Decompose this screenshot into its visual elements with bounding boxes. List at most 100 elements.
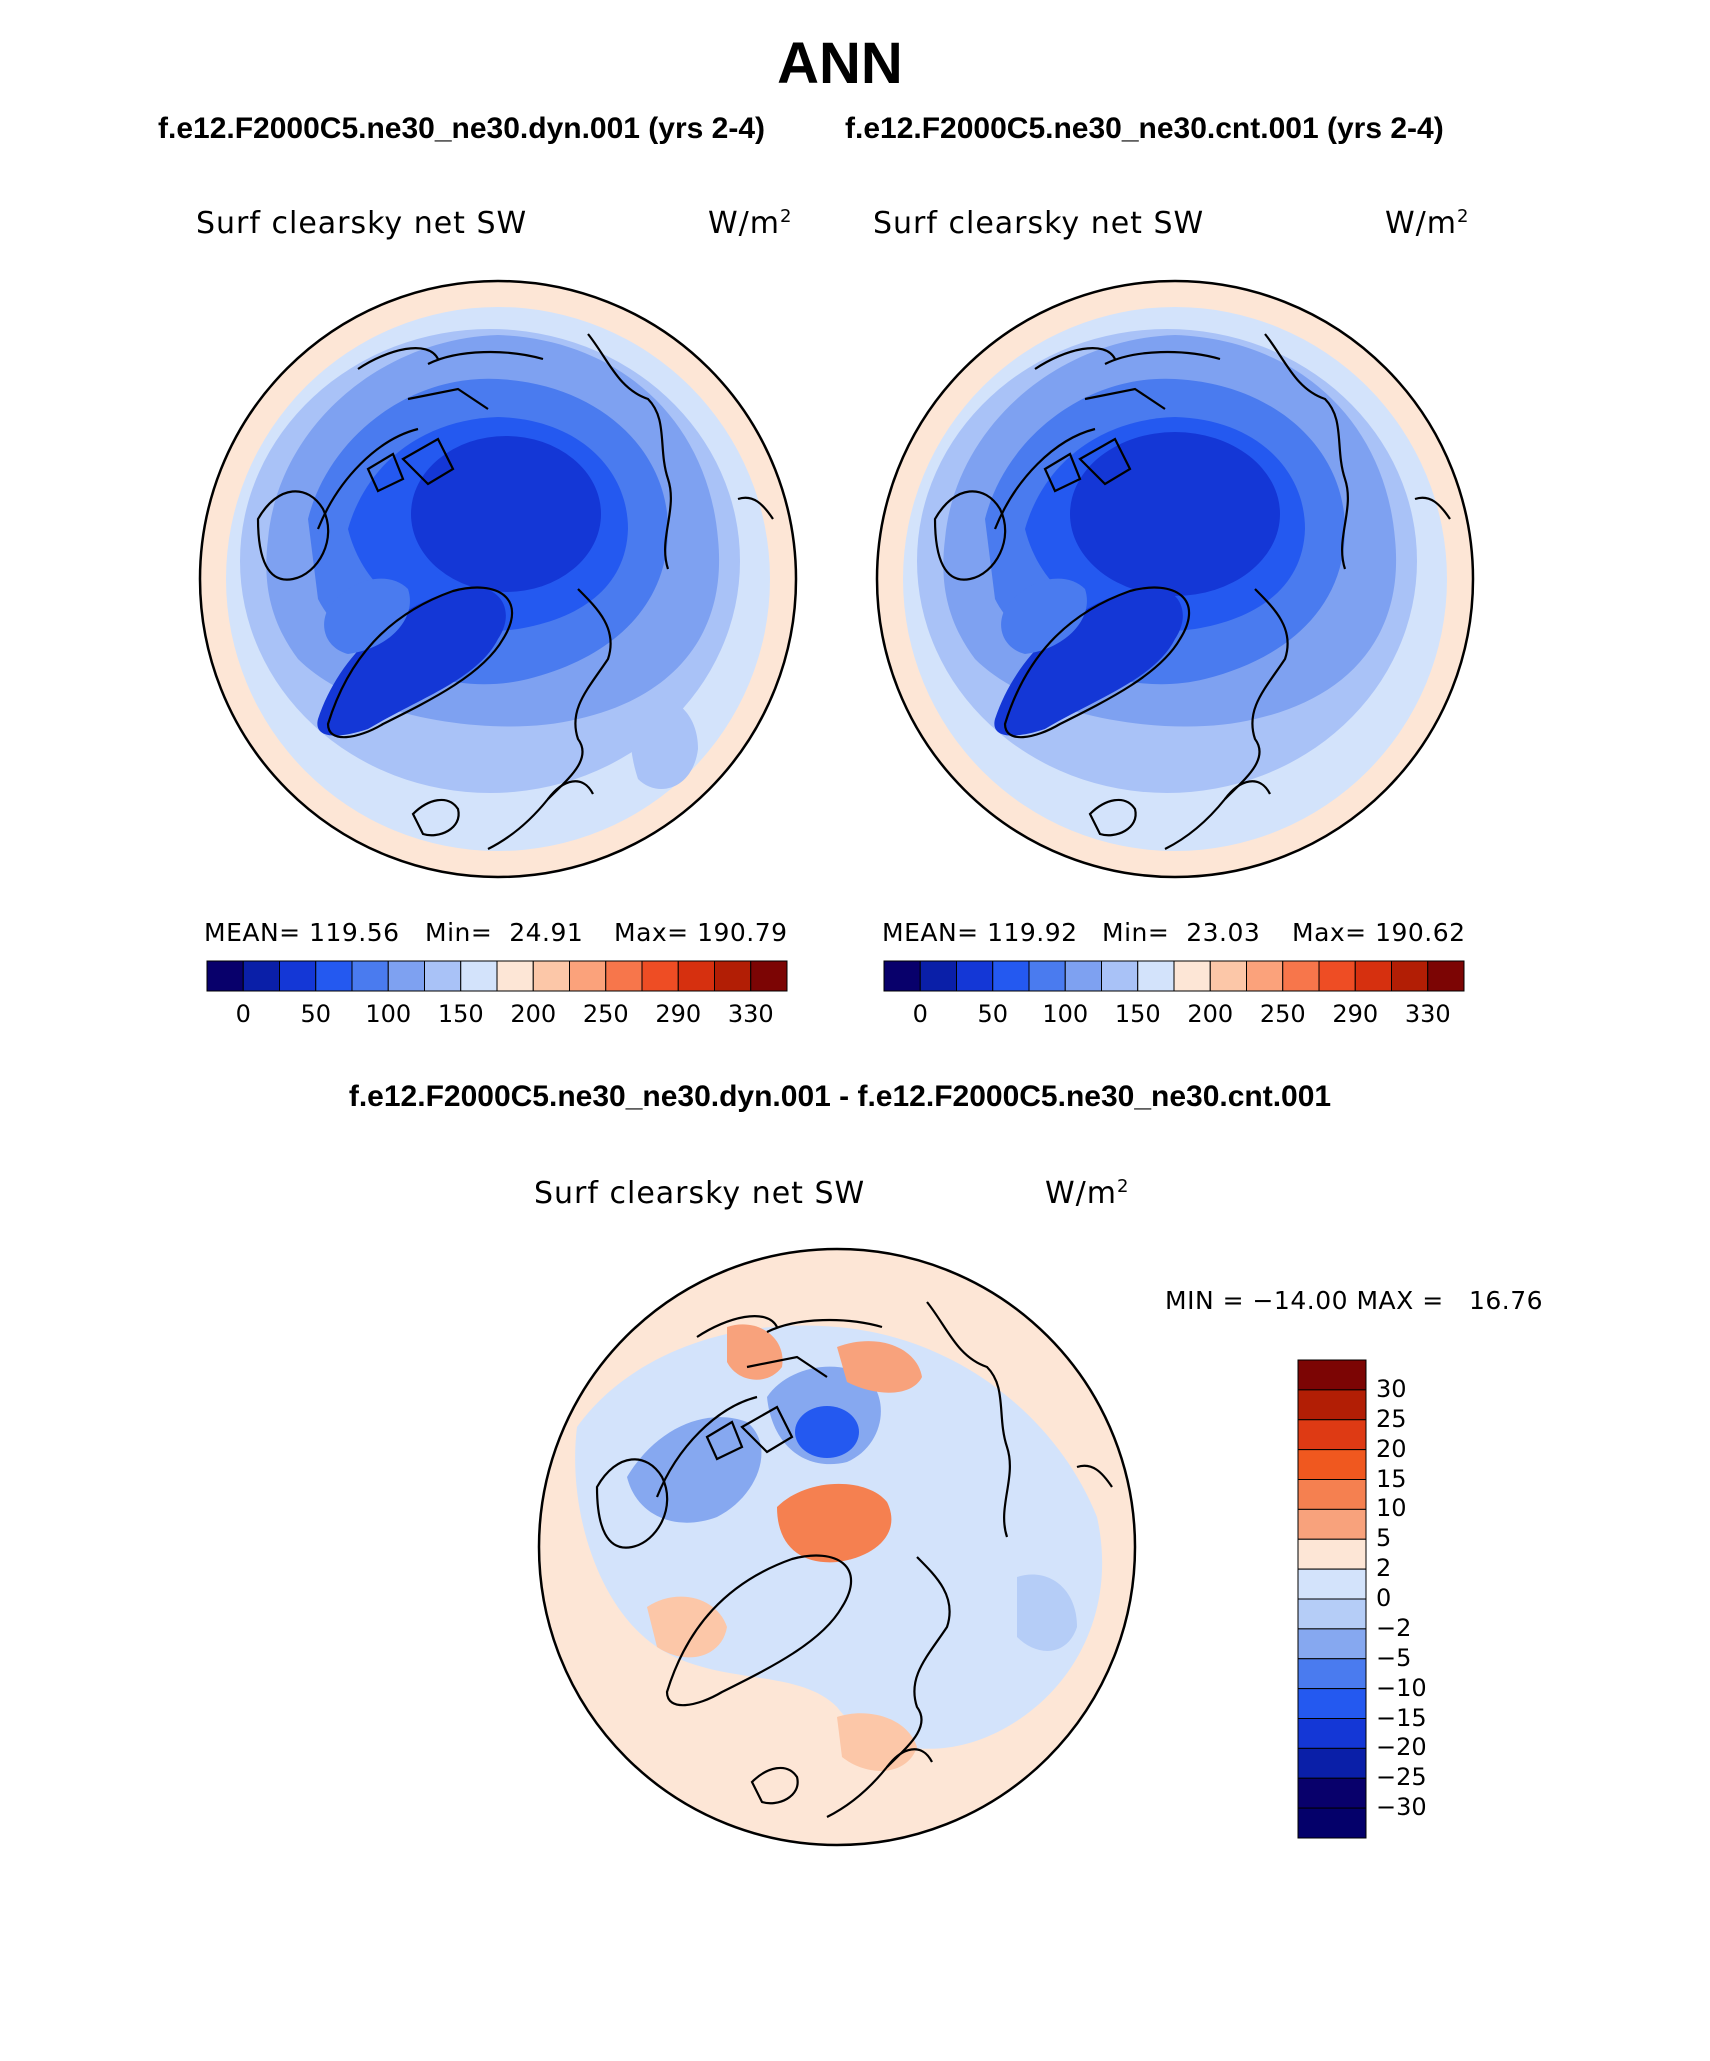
- colorbar-swatch: [1246, 960, 1284, 992]
- colorbar-swatch: [1101, 960, 1139, 992]
- colorbar-tick-label: 330: [727, 1000, 774, 1028]
- map-b-coastlines: [933, 333, 1451, 850]
- colorbar-swatch: [387, 960, 425, 992]
- colorbar-swatch: [1297, 1718, 1367, 1749]
- colorbar-swatch: [1297, 1508, 1367, 1540]
- colorbar-tick-label: 150: [437, 1000, 484, 1028]
- figure-title: ANN: [777, 31, 903, 96]
- colorbar-tick-label: 0: [235, 1000, 251, 1028]
- colorbar-swatch: [1137, 960, 1175, 992]
- colorbar-tick-label: 20: [1376, 1434, 1407, 1463]
- colorbar-swatch: [1297, 1479, 1367, 1510]
- colorbar-swatch: [1064, 960, 1102, 992]
- map-panel-difference: [537, 1247, 1137, 1847]
- colorbar-swatch: [1354, 960, 1392, 992]
- colorbar-tick-label: 10: [1376, 1494, 1407, 1523]
- colorbar-swatch: [1209, 960, 1247, 992]
- colorbar-swatch: [714, 960, 752, 992]
- colorbar-tick-label: −10: [1376, 1673, 1427, 1702]
- colorbar-tick-label: 2: [1376, 1554, 1392, 1583]
- colorbar-tick-label: 250: [582, 1000, 629, 1028]
- colorbar-tick-label: 50: [977, 1000, 1009, 1028]
- colorbar-tick-label: 100: [365, 1000, 412, 1028]
- colorbar-swatch: [1282, 960, 1320, 992]
- map-diff-field: [539, 1249, 1135, 1845]
- panel-diff-variable: Surf clearsky net SW: [534, 1176, 866, 1211]
- colorbar-swatch: [1318, 960, 1356, 992]
- colorbar-swatch: [315, 960, 353, 992]
- colorbar-swatch: [1028, 960, 1066, 992]
- colorbar-tick-label: 290: [1332, 1000, 1379, 1028]
- colorbar-panel-b: [883, 960, 1465, 992]
- colorbar-swatch: [532, 960, 570, 992]
- panel-b-max: Max= 190.62: [1292, 918, 1466, 947]
- colorbar-tick-label: 30: [1376, 1374, 1407, 1403]
- colorbar-swatch: [496, 960, 534, 992]
- colorbar-tick-label: 330: [1404, 1000, 1451, 1028]
- colorbar-swatch: [641, 960, 679, 992]
- colorbar-tick-label: −5: [1376, 1643, 1412, 1672]
- colorbar-swatch: [206, 960, 244, 992]
- colorbar-swatch: [919, 960, 957, 992]
- colorbar-tick-label: −15: [1376, 1703, 1427, 1732]
- panel-a-mean: MEAN= 119.56: [204, 918, 400, 947]
- colorbar-swatch: [1391, 960, 1429, 992]
- colorbar-swatch: [1297, 1777, 1367, 1809]
- colorbar-swatch: [1297, 1419, 1367, 1451]
- panel-b-units: W/m2: [1385, 206, 1470, 241]
- colorbar-tick-label: −25: [1376, 1763, 1427, 1792]
- colorbar-swatch: [1297, 1359, 1367, 1391]
- colorbar-swatch: [351, 960, 389, 992]
- colorbar-swatch: [1297, 1568, 1367, 1600]
- colorbar-tick-label: 5: [1376, 1524, 1392, 1553]
- panel-a-variable: Surf clearsky net SW: [196, 206, 528, 241]
- colorbar-swatch: [956, 960, 994, 992]
- colorbar-tick-label: 150: [1114, 1000, 1161, 1028]
- colorbar-swatch: [1297, 1389, 1367, 1421]
- colorbar-swatch: [1297, 1538, 1367, 1570]
- colorbar-swatch: [242, 960, 280, 992]
- colorbar-swatch: [1427, 960, 1465, 992]
- colorbar-tick-label: −20: [1376, 1733, 1427, 1762]
- colorbar-swatch: [883, 960, 921, 992]
- colorbar-tick-label: 25: [1376, 1404, 1407, 1433]
- colorbar-panel-a: [206, 960, 788, 992]
- colorbar-tick-label: 200: [1187, 1000, 1234, 1028]
- colorbar-swatch: [1297, 1658, 1367, 1690]
- map-panel-b: [875, 279, 1475, 879]
- colorbar-tick-label: 0: [1376, 1584, 1392, 1612]
- colorbar-tick-label: 100: [1042, 1000, 1089, 1028]
- colorbar-swatch: [569, 960, 607, 992]
- colorbar-tick-label: 50: [300, 1000, 332, 1028]
- colorbar-tick-label: 200: [510, 1000, 557, 1028]
- colorbar-swatch: [460, 960, 498, 992]
- colorbar-swatch: [750, 960, 788, 992]
- case-a-title: f.e12.F2000C5.ne30_ne30.dyn.001 (yrs 2-4…: [158, 112, 766, 145]
- panel-b-min: Min= 23.03: [1102, 918, 1261, 947]
- colorbar-swatch: [1297, 1598, 1367, 1630]
- map-b-field: [877, 281, 1473, 877]
- case-b-title: f.e12.F2000C5.ne30_ne30.cnt.001 (yrs 2-4…: [845, 112, 1444, 145]
- colorbar-swatch: [1173, 960, 1211, 992]
- colorbar-swatch: [992, 960, 1030, 992]
- colorbar-swatch: [279, 960, 317, 992]
- colorbar-tick-label: 290: [655, 1000, 702, 1028]
- colorbar-tick-label: −30: [1376, 1793, 1427, 1822]
- map-a-coastlines: [256, 333, 774, 850]
- difference-title: f.e12.F2000C5.ne30_ne30.dyn.001 - f.e12.…: [348, 1080, 1332, 1113]
- panel-a-units: W/m2: [708, 206, 793, 241]
- colorbar-swatch: [424, 960, 462, 992]
- colorbar-tick-label: −2: [1376, 1613, 1412, 1642]
- colorbar-swatch: [1297, 1807, 1367, 1839]
- panel-b-variable: Surf clearsky net SW: [873, 206, 1205, 241]
- map-diff-coastlines: [595, 1301, 1113, 1818]
- colorbar-swatch: [1297, 1688, 1367, 1719]
- panel-diff-units: W/m2: [1045, 1176, 1130, 1211]
- panel-b-mean: MEAN= 119.92: [882, 918, 1078, 947]
- map-a-field: [200, 281, 796, 877]
- colorbar-difference: [1297, 1359, 1367, 1839]
- colorbar-tick-label: 250: [1259, 1000, 1306, 1028]
- colorbar-swatch: [605, 960, 643, 992]
- colorbar-tick-label: 0: [912, 1000, 928, 1028]
- colorbar-tick-label: 15: [1376, 1464, 1407, 1493]
